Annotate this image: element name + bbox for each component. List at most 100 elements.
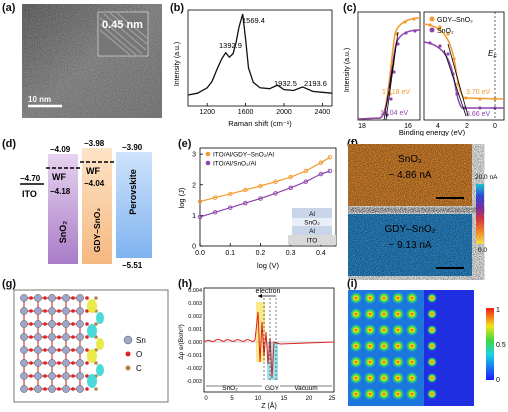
gdy-block	[82, 148, 112, 264]
sn-atom	[76, 385, 84, 393]
elf-blob	[378, 388, 390, 400]
sn-atom	[62, 333, 70, 341]
jv-xtick-label: 0.4	[316, 250, 326, 257]
elf-blob	[392, 340, 404, 352]
legend-o-marker	[125, 351, 131, 357]
sn-atom	[48, 307, 56, 315]
sn-atom	[20, 307, 28, 315]
panel-label-d: (d)	[2, 138, 17, 150]
panel-label-c: (c)	[343, 2, 357, 14]
sn-atom	[20, 385, 28, 393]
elf-blob	[427, 293, 437, 303]
ups-chart-svg: Intensity (a.u.) 17.18 eV 17.04 eV EF 3.…	[344, 11, 505, 136]
elf-blob	[378, 356, 390, 368]
ups-right-gdy-line	[423, 23, 505, 100]
panel-label-e: (e)	[178, 138, 192, 150]
jv-series-gdy	[199, 156, 331, 203]
o-atom	[43, 335, 47, 339]
ups-tick-2: 2	[465, 123, 469, 130]
cafm-maps-svg: SnO₂ ~ 4.86 nA GDY–SnO₂ ~ 9.13 nA 20.0 n…	[348, 144, 498, 276]
elf-map: 1 0.5 0	[346, 286, 508, 410]
legend-sno2-marker	[429, 27, 435, 33]
sn-atom	[34, 346, 42, 354]
elf-blob	[378, 340, 390, 352]
ups-anno-3: 3.70 eV	[466, 89, 490, 96]
ups-tick-16: 16	[404, 123, 412, 130]
elf-blob	[427, 357, 437, 367]
o-atom	[57, 374, 61, 378]
o-atom	[71, 361, 75, 365]
elf-blob	[427, 389, 437, 399]
o-atom	[29, 322, 33, 326]
jv-legend-sno2: ITO/Al/SnO₂/Al	[213, 161, 257, 168]
o-atom	[85, 361, 89, 365]
charge-density-chart: Δρ e/(Bohr³) 0.004 0.003 0.002 0.001 0.0…	[176, 282, 340, 410]
gdy-wf-label: WF	[86, 166, 100, 176]
o-atom	[29, 296, 33, 300]
raman-peak-1: 1392.9	[219, 41, 242, 50]
jv-ytick-label: 0	[192, 244, 196, 251]
elf-cbar-0: 0	[496, 377, 500, 384]
o-atom	[29, 335, 33, 339]
o-atom	[71, 374, 75, 378]
c-atom	[94, 296, 98, 300]
raman-chart: Intensity (a.u.) Raman shift (cm⁻¹) 1200…	[168, 4, 338, 130]
ups-tick-0: 0	[493, 123, 497, 130]
o-atom	[43, 309, 47, 313]
c-atom	[94, 361, 98, 365]
o-atom	[85, 296, 89, 300]
charge-density-svg: Δρ e/(Bohr³) 0.004 0.003 0.002 0.001 0.0…	[178, 287, 336, 410]
jv-ylabel: log (J)	[177, 187, 186, 208]
gdy-name: GDY–SnO₂	[92, 208, 102, 253]
pero-bottom-level: −5.51	[122, 261, 143, 270]
lattice-label: 0.45 nm	[102, 19, 143, 31]
raman-xtick-label: 2400	[315, 109, 331, 116]
jv-legend-gdy: ITO/Al/GDY–SnO₂/Al	[213, 152, 274, 159]
elf-cbar-1: 1	[496, 307, 500, 314]
elf-blob	[427, 373, 437, 383]
jv-legend-sno2-marker	[205, 160, 211, 166]
sn-atom	[34, 333, 42, 341]
panel-label-g: (g)	[2, 278, 17, 290]
jv-ytick-label: 1	[192, 213, 196, 220]
o-atom	[85, 335, 89, 339]
ups-anno-1: 17.18 eV	[382, 89, 410, 96]
sn-atom	[76, 359, 84, 367]
o-atom	[85, 322, 89, 326]
sn-atom	[62, 320, 70, 328]
jv-legend-gdy-marker	[205, 151, 211, 157]
energy-diagram: −4.70 ITO −4.09 WF −4.18 SnO₂ −3.98 WF −…	[0, 140, 170, 276]
sno2-name: SnO₂	[58, 221, 68, 244]
raman-chart-svg: Intensity (a.u.) Raman shift (cm⁻¹) 1200…	[174, 9, 333, 128]
o-atom	[29, 348, 33, 352]
elf-blob	[392, 356, 404, 368]
gdy-top-level: −3.98	[84, 140, 105, 148]
h-region-gdy: GDY	[265, 385, 280, 392]
o-atom	[71, 348, 75, 352]
jv-point	[197, 199, 203, 204]
jv-point	[273, 191, 278, 196]
ito-level: −4.70	[20, 174, 41, 183]
sn-atom	[62, 359, 70, 367]
h-ytick-6: -0.002	[186, 366, 202, 372]
jv-series-sno2	[199, 170, 331, 218]
struct-legend-o: O	[136, 350, 142, 359]
gdy-map-value: ~ 9.13 nA	[388, 240, 431, 251]
stack-al-bottom	[292, 226, 332, 235]
ups-tick-4: 4	[436, 123, 440, 130]
ito-label: ITO	[22, 189, 37, 199]
sno2-block	[48, 154, 78, 264]
sn-atom	[76, 307, 84, 315]
jv-point	[227, 205, 233, 210]
elf-cbar-05: 0.5	[496, 342, 506, 349]
pero-name: Perovskite	[128, 169, 138, 215]
jv-point	[258, 183, 263, 189]
h-ytick-7: -0.003	[186, 379, 202, 385]
elf-blob	[392, 388, 404, 400]
pero-top-level: −3.90	[122, 143, 143, 152]
o-atom	[85, 374, 89, 378]
cbar-max: 20.0 nA	[475, 174, 498, 181]
jv-xtick-label: 0.0	[195, 250, 205, 257]
structure-model-svg: Sn O C	[13, 289, 169, 403]
h-xtick-3: 15	[281, 396, 288, 402]
